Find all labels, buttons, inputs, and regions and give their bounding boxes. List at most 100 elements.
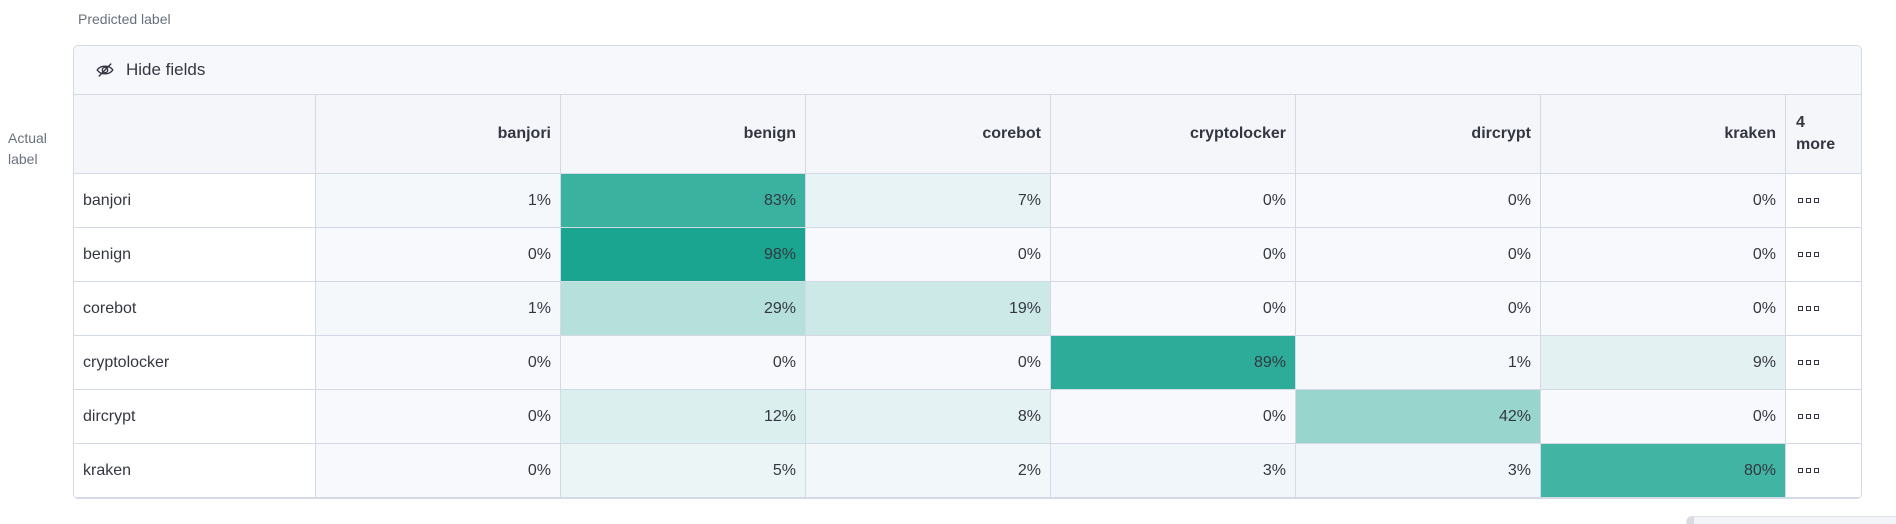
matrix-cell-banjori-cryptolocker[interactable]: 0% bbox=[1051, 174, 1296, 228]
box-square bbox=[1814, 198, 1819, 203]
matrix-cell-kraken-dircrypt[interactable]: 3% bbox=[1296, 444, 1541, 498]
column-header-kraken[interactable]: kraken bbox=[1541, 95, 1786, 174]
matrix-cell-value: 3% bbox=[1262, 461, 1286, 479]
matrix-cell-value: 0% bbox=[1752, 191, 1776, 209]
row-label-benign[interactable]: benign bbox=[74, 228, 316, 282]
matrix-cell-value: 8% bbox=[1017, 407, 1041, 425]
matrix-cell-dircrypt-corebot[interactable]: 8% bbox=[806, 390, 1051, 444]
column-header-corebot[interactable]: corebot bbox=[806, 95, 1051, 174]
matrix-cell-value: 3% bbox=[1507, 461, 1531, 479]
column-header-label: banjori bbox=[497, 125, 551, 142]
row-actions-cell bbox=[1786, 282, 1861, 336]
matrix-cell-value: 12% bbox=[763, 407, 796, 425]
matrix-cell-value: 1% bbox=[527, 191, 551, 209]
matrix-cell-corebot-corebot[interactable]: 19% bbox=[806, 282, 1051, 336]
matrix-cell-value: 83% bbox=[763, 191, 796, 209]
column-header-label: dircrypt bbox=[1471, 125, 1531, 142]
matrix-cell-kraken-corebot[interactable]: 2% bbox=[806, 444, 1051, 498]
box-square bbox=[1798, 198, 1803, 203]
row-label-cryptolocker[interactable]: cryptolocker bbox=[74, 336, 316, 390]
matrix-cell-banjori-benign[interactable]: 83% bbox=[561, 174, 806, 228]
row-label-corebot[interactable]: corebot bbox=[74, 282, 316, 336]
matrix-cell-value: 80% bbox=[1743, 461, 1776, 479]
matrix-cell-cryptolocker-cryptolocker[interactable]: 89% bbox=[1051, 336, 1296, 390]
matrix-cell-banjori-dircrypt[interactable]: 0% bbox=[1296, 174, 1541, 228]
column-header-label: corebot bbox=[982, 125, 1041, 142]
matrix-cell-value: 1% bbox=[527, 299, 551, 317]
matrix-cell-value: 29% bbox=[763, 299, 796, 317]
confusion-matrix-panel: Hide fields banjori benign corebot cryptolo… bbox=[73, 45, 1862, 499]
matrix-cell-cryptolocker-corebot[interactable]: 0% bbox=[806, 336, 1051, 390]
matrix-cell-kraken-kraken[interactable]: 80% bbox=[1541, 444, 1786, 498]
row-actions-cell bbox=[1786, 336, 1861, 390]
matrix-cell-dircrypt-cryptolocker[interactable]: 0% bbox=[1051, 390, 1296, 444]
boxes-horizontal-icon[interactable] bbox=[1796, 302, 1821, 315]
table-row-dircrypt: dircrypt 0% 12% 8% 0% 42% 0% bbox=[74, 390, 1861, 444]
matrix-cell-benign-kraken[interactable]: 0% bbox=[1541, 228, 1786, 282]
matrix-cell-kraken-benign[interactable]: 5% bbox=[561, 444, 806, 498]
table-row-cryptolocker: cryptolocker 0% 0% 0% 89% 1% 9% bbox=[74, 336, 1861, 390]
box-square bbox=[1814, 252, 1819, 257]
horizontal-scrollbar[interactable] bbox=[1686, 516, 1896, 524]
boxes-horizontal-icon[interactable] bbox=[1796, 410, 1821, 423]
matrix-cell-corebot-kraken[interactable]: 0% bbox=[1541, 282, 1786, 336]
box-square bbox=[1806, 414, 1811, 419]
matrix-cell-banjori-kraken[interactable]: 0% bbox=[1541, 174, 1786, 228]
box-square bbox=[1806, 306, 1811, 311]
matrix-cell-benign-benign[interactable]: 98% bbox=[561, 228, 806, 282]
matrix-cell-value: 0% bbox=[772, 353, 796, 371]
more-columns-label: 4 more bbox=[1796, 114, 1836, 153]
matrix-cell-value: 7% bbox=[1017, 191, 1041, 209]
matrix-cell-cryptolocker-banjori[interactable]: 0% bbox=[316, 336, 561, 390]
header-row: banjori benign corebot cryptolocker dircrypt… bbox=[74, 95, 1861, 174]
confusion-matrix-grid: banjori benign corebot cryptolocker dircrypt… bbox=[74, 95, 1861, 498]
matrix-cell-corebot-dircrypt[interactable]: 0% bbox=[1296, 282, 1541, 336]
column-header-banjori[interactable]: banjori bbox=[316, 95, 561, 174]
row-label-banjori[interactable]: banjori bbox=[74, 174, 316, 228]
matrix-cell-value: 0% bbox=[1017, 245, 1041, 263]
table-row-corebot: corebot 1% 29% 19% 0% 0% 0% bbox=[74, 282, 1861, 336]
matrix-cell-value: 42% bbox=[1498, 407, 1531, 425]
box-square bbox=[1806, 468, 1811, 473]
row-label-text: kraken bbox=[83, 461, 132, 479]
matrix-cell-corebot-banjori[interactable]: 1% bbox=[316, 282, 561, 336]
box-square bbox=[1814, 306, 1819, 311]
boxes-horizontal-icon[interactable] bbox=[1796, 248, 1821, 261]
matrix-cell-dircrypt-kraken[interactable]: 0% bbox=[1541, 390, 1786, 444]
row-label-dircrypt[interactable]: dircrypt bbox=[74, 390, 316, 444]
matrix-cell-kraken-banjori[interactable]: 0% bbox=[316, 444, 561, 498]
matrix-cell-benign-banjori[interactable]: 0% bbox=[316, 228, 561, 282]
boxes-horizontal-icon[interactable] bbox=[1796, 356, 1821, 369]
column-header-benign[interactable]: benign bbox=[561, 95, 806, 174]
boxes-horizontal-icon[interactable] bbox=[1796, 464, 1821, 477]
matrix-cell-value: 0% bbox=[1017, 353, 1041, 371]
matrix-cell-cryptolocker-dircrypt[interactable]: 1% bbox=[1296, 336, 1541, 390]
matrix-cell-cryptolocker-benign[interactable]: 0% bbox=[561, 336, 806, 390]
row-label-kraken[interactable]: kraken bbox=[74, 444, 316, 498]
matrix-cell-dircrypt-banjori[interactable]: 0% bbox=[316, 390, 561, 444]
matrix-cell-corebot-cryptolocker[interactable]: 0% bbox=[1051, 282, 1296, 336]
column-header-dircrypt[interactable]: dircrypt bbox=[1296, 95, 1541, 174]
matrix-cell-benign-dircrypt[interactable]: 0% bbox=[1296, 228, 1541, 282]
matrix-cell-value: 89% bbox=[1253, 353, 1286, 371]
matrix-cell-cryptolocker-kraken[interactable]: 9% bbox=[1541, 336, 1786, 390]
box-square bbox=[1806, 252, 1811, 257]
matrix-cell-corebot-benign[interactable]: 29% bbox=[561, 282, 806, 336]
matrix-cell-benign-cryptolocker[interactable]: 0% bbox=[1051, 228, 1296, 282]
box-square bbox=[1814, 414, 1819, 419]
boxes-horizontal-icon[interactable] bbox=[1796, 194, 1821, 207]
column-header-more[interactable]: 4 more bbox=[1786, 95, 1861, 174]
hide-fields-label: Hide fields bbox=[126, 60, 206, 79]
matrix-cell-value: 0% bbox=[1752, 245, 1776, 263]
matrix-cell-kraken-cryptolocker[interactable]: 3% bbox=[1051, 444, 1296, 498]
matrix-cell-banjori-banjori[interactable]: 1% bbox=[316, 174, 561, 228]
matrix-cell-benign-corebot[interactable]: 0% bbox=[806, 228, 1051, 282]
column-header-cryptolocker[interactable]: cryptolocker bbox=[1051, 95, 1296, 174]
datagrid-toolbar: Hide fields bbox=[74, 46, 1861, 95]
matrix-cell-dircrypt-dircrypt[interactable]: 42% bbox=[1296, 390, 1541, 444]
box-square bbox=[1798, 360, 1803, 365]
box-square bbox=[1814, 360, 1819, 365]
hide-fields-button[interactable]: Hide fields bbox=[95, 60, 205, 80]
matrix-cell-banjori-corebot[interactable]: 7% bbox=[806, 174, 1051, 228]
matrix-cell-dircrypt-benign[interactable]: 12% bbox=[561, 390, 806, 444]
